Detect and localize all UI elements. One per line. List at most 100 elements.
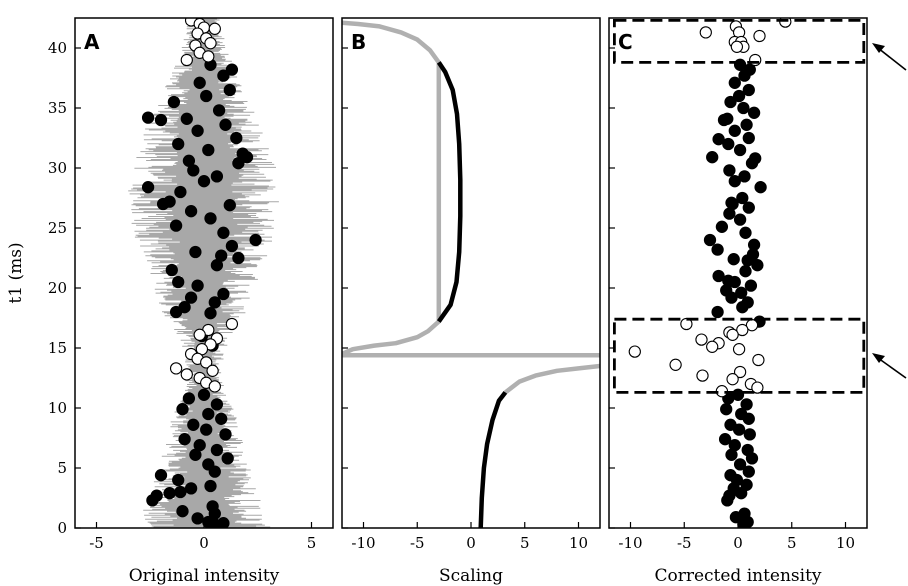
filled-point <box>732 89 746 103</box>
open-point <box>751 381 764 394</box>
panel-c-letter: C <box>618 30 633 54</box>
filled-point <box>736 191 749 205</box>
filled-point <box>718 433 732 446</box>
filled-point <box>206 500 219 513</box>
y-tick-label: 0 <box>57 519 67 537</box>
filled-point <box>742 83 755 97</box>
filled-point <box>217 69 230 82</box>
filled-point <box>212 104 226 117</box>
filled-point <box>191 279 204 292</box>
x-tick-label: 0 <box>199 534 209 552</box>
filled-point <box>219 428 232 441</box>
filled-point <box>727 253 740 266</box>
filled-point <box>739 226 752 239</box>
filled-point <box>749 152 762 165</box>
filled-point <box>172 137 185 151</box>
filled-point <box>747 106 761 119</box>
filled-point <box>733 143 747 157</box>
x-tick-label: 5 <box>307 534 317 552</box>
highlight-boxes <box>613 18 866 394</box>
filled-point <box>738 507 751 520</box>
filled-point <box>210 170 224 183</box>
filled-point <box>167 95 181 109</box>
filled-point <box>743 63 756 76</box>
filled-point <box>230 131 243 145</box>
filled-point <box>724 469 737 482</box>
filled-point <box>712 269 725 283</box>
filled-point <box>215 412 228 425</box>
filled-point <box>726 197 739 211</box>
filled-point <box>741 254 754 267</box>
filled-point <box>711 243 724 256</box>
filled-point <box>717 113 731 127</box>
open-point <box>193 328 206 341</box>
y-tick-label: 20 <box>48 279 67 297</box>
filled-point <box>176 505 189 518</box>
panel-b-x-ticks: -10 -5 0 5 10 <box>351 522 588 552</box>
open-point <box>669 358 682 371</box>
filled-point <box>204 212 217 225</box>
panel-c: -10 -5 0 5 10 C Corrected intensity <box>608 17 868 586</box>
panel-c-x-ticks: -10 -5 0 5 10 <box>618 522 855 552</box>
panel-b-frame <box>341 17 601 529</box>
panel-a-x-ticks: -5 0 5 <box>89 522 316 552</box>
filled-point <box>217 287 230 301</box>
filled-point <box>722 137 735 151</box>
filled-point <box>204 307 217 320</box>
filled-point <box>184 482 198 495</box>
filled-point <box>737 101 750 115</box>
filled-point <box>733 458 747 471</box>
open-point <box>706 340 719 353</box>
filled-point <box>715 220 729 233</box>
open-point <box>749 53 762 67</box>
filled-point <box>172 473 185 487</box>
filled-point <box>747 238 761 251</box>
filled-point <box>751 259 764 272</box>
filled-point <box>754 181 767 194</box>
panel-b-xlabel: Scaling <box>439 566 503 586</box>
filled-point <box>728 175 741 188</box>
filled-point <box>174 185 187 199</box>
highlight-box <box>613 18 866 64</box>
filled-point <box>165 263 178 277</box>
filled-point <box>150 489 163 502</box>
open-point <box>733 365 747 379</box>
y-tick-label: 40 <box>48 39 67 57</box>
arrow-lower <box>872 353 907 379</box>
open-point <box>169 362 183 375</box>
filled-point <box>204 479 217 493</box>
filled-point <box>169 305 183 319</box>
filled-point <box>184 291 198 304</box>
open-point <box>752 353 765 367</box>
filled-point <box>738 170 751 183</box>
filled-point <box>744 279 758 292</box>
filled-point <box>210 443 224 457</box>
open-point <box>206 364 219 377</box>
open-point <box>730 40 744 53</box>
x-tick-label: 5 <box>787 534 797 552</box>
panel-a-letter: A <box>84 30 100 54</box>
x-tick-label: 10 <box>836 534 855 552</box>
filled-point <box>225 239 239 253</box>
open-point <box>753 29 766 43</box>
filled-point <box>221 452 234 465</box>
filled-point <box>217 226 230 239</box>
filled-point <box>742 201 755 214</box>
filled-point <box>172 275 185 289</box>
filled-point <box>225 63 239 76</box>
filled-point <box>743 428 756 441</box>
open-point <box>180 368 193 381</box>
filled-point <box>191 124 204 137</box>
filled-point <box>249 233 262 247</box>
filled-point <box>722 274 735 287</box>
filled-point <box>739 265 752 278</box>
filled-point <box>740 398 753 411</box>
panel-c-points <box>628 18 792 528</box>
scaling-upper-outer <box>342 20 442 357</box>
filled-point <box>200 423 213 436</box>
x-tick-label: 5 <box>520 534 530 552</box>
filled-point <box>724 95 737 109</box>
filled-point <box>736 301 749 314</box>
x-tick-label: 10 <box>569 534 588 552</box>
filled-point <box>191 512 204 525</box>
